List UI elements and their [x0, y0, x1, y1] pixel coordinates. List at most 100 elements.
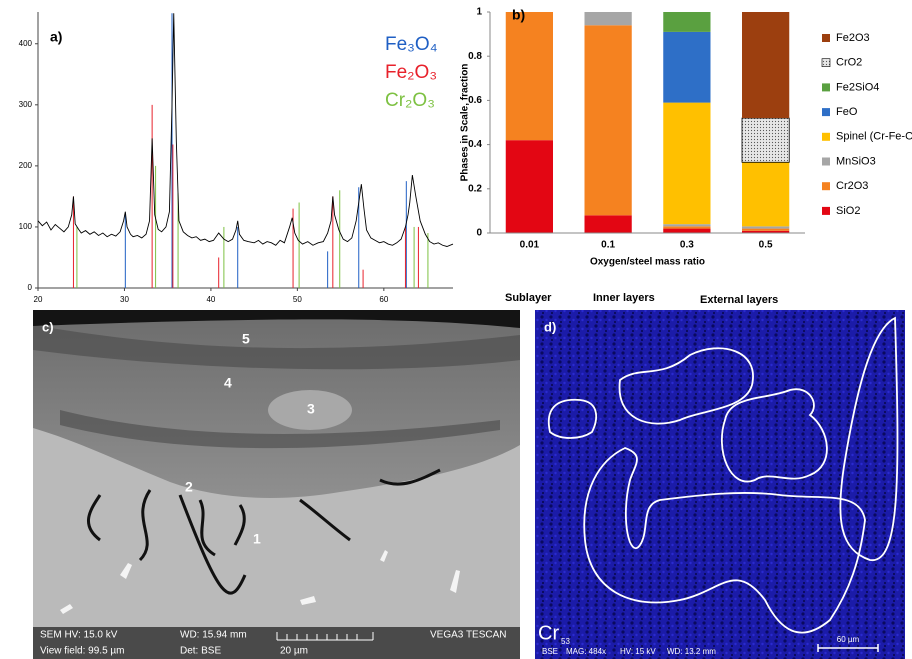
x-tick-label: 30 [120, 295, 129, 304]
outline [839, 316, 899, 561]
legend-swatch [822, 157, 830, 166]
info-text: VEGA3 TESCAN [430, 630, 507, 641]
bar-segment [663, 226, 711, 229]
crack [87, 468, 441, 595]
bar-segment [505, 12, 553, 141]
bar-segment [741, 117, 790, 163]
legend-swatch [822, 182, 830, 191]
marker: 1 [253, 531, 261, 547]
y-tick-label: 0.2 [468, 183, 482, 194]
y-tick-label: 0 [476, 228, 482, 239]
y-tick-label: 0 [28, 283, 33, 292]
bar-segment [584, 25, 632, 216]
legend-label: Cr2O3 [836, 180, 868, 192]
legend-label: Fe₂O₃ [385, 62, 437, 83]
legend-swatch [822, 206, 830, 215]
x-tick-label: 0.01 [520, 240, 540, 251]
mount-edge [33, 310, 520, 328]
bar-segment [584, 215, 632, 233]
legend-label: MnSiO3 [836, 155, 876, 167]
x-tick-label: 0.1 [601, 240, 615, 251]
bar-segment [742, 226, 790, 229]
x-tick-label: 0.5 [759, 240, 773, 251]
info-text: BSE [542, 647, 558, 656]
x-tick-label: 50 [293, 295, 302, 304]
bar-segment [742, 230, 790, 233]
marker: 3 [307, 401, 315, 417]
bar-segment [742, 162, 790, 227]
y-tick-label: 1 [476, 7, 482, 18]
y-tick-label: 400 [19, 39, 33, 48]
eds-map: d) Cr 53 BSE MAG: 484x HV: 15 kV WD: 13.… [535, 310, 905, 659]
legend-swatch [821, 58, 831, 68]
panel-label: a) [50, 29, 62, 45]
bar-segment [663, 31, 711, 103]
legend-label: Fe2SiO4 [836, 81, 879, 93]
legend-label: CrO2 [836, 57, 862, 69]
bar-segment [742, 228, 790, 231]
bar-segment [584, 12, 632, 26]
scale-bar [276, 632, 374, 641]
panel-label: c) [42, 319, 54, 334]
outline [721, 388, 828, 483]
y-tick-label: 100 [19, 222, 33, 231]
layer-label: Sublayer [505, 292, 552, 304]
bar-segment [505, 140, 553, 233]
legend-label: Fe2O3 [836, 32, 870, 44]
legend-label: Cr₂O₃ [385, 90, 435, 111]
bar-segment [663, 228, 711, 233]
map-background [535, 310, 905, 659]
layer-label: External layers [700, 294, 778, 306]
legend-label: FeO [836, 106, 858, 118]
y-tick-label: 0.6 [468, 95, 482, 106]
x-tick-label: 40 [206, 295, 215, 304]
panel-label: d) [544, 319, 556, 334]
inner-region [268, 390, 352, 430]
outline [547, 398, 598, 439]
info-text: SEM HV: 15.0 kV [40, 630, 118, 641]
sem-image: c) 5 4 3 2 1 SEM HV: 15.0 kV WD: 15.94 m… [33, 310, 520, 659]
layer-label: Inner layers [593, 292, 655, 304]
x-tick-label: 20 [34, 295, 43, 304]
legend-swatch [822, 132, 830, 141]
scale-label: 20 µm [280, 646, 308, 657]
porous-band [33, 325, 520, 370]
spectrum-line [37, 13, 454, 247]
outline [618, 347, 754, 425]
info-text: MAG: 484x [566, 647, 606, 656]
info-text: HV: 15 kV [620, 647, 656, 656]
y-axis-title: Phases in Scale, fraction [460, 64, 471, 182]
element-label: Cr [538, 622, 559, 644]
bar-segment [663, 224, 711, 227]
info-text: WD: 15.94 mm [180, 630, 247, 641]
legend-swatch [822, 108, 830, 117]
scale-label: 60 µm [837, 635, 860, 644]
bar-segment [663, 12, 711, 32]
panel-label: b) [512, 7, 525, 23]
bar-segment [663, 102, 711, 225]
scale-bar [817, 644, 879, 652]
x-tick-label: 0.3 [680, 240, 694, 251]
outline [583, 447, 866, 634]
info-text: View field: 99.5 µm [40, 646, 125, 657]
y-tick-label: 0.4 [468, 139, 482, 150]
legend-label: Spinel (Cr-Fe-O [836, 131, 912, 143]
x-tick-label: 60 [379, 295, 388, 304]
y-tick-label: 300 [19, 100, 33, 109]
legend-swatch [822, 83, 830, 92]
marker: 4 [224, 375, 232, 391]
marker: 2 [185, 479, 193, 495]
element-sub: 53 [561, 637, 570, 646]
x-axis-title: Oxygen/steel mass ratio [590, 257, 705, 268]
legend-label: SiO2 [836, 205, 860, 217]
info-text: WD: 13.2 mm [667, 647, 716, 656]
info-text: Det: BSE [180, 646, 221, 657]
legend-label: Fe₃O₄ [385, 34, 438, 55]
y-tick-label: 0.8 [468, 51, 482, 62]
y-tick-label: 200 [19, 161, 33, 170]
porous-band [60, 410, 500, 449]
bar-segment [742, 12, 790, 119]
legend-swatch [822, 34, 830, 42]
marker: 5 [242, 331, 250, 347]
